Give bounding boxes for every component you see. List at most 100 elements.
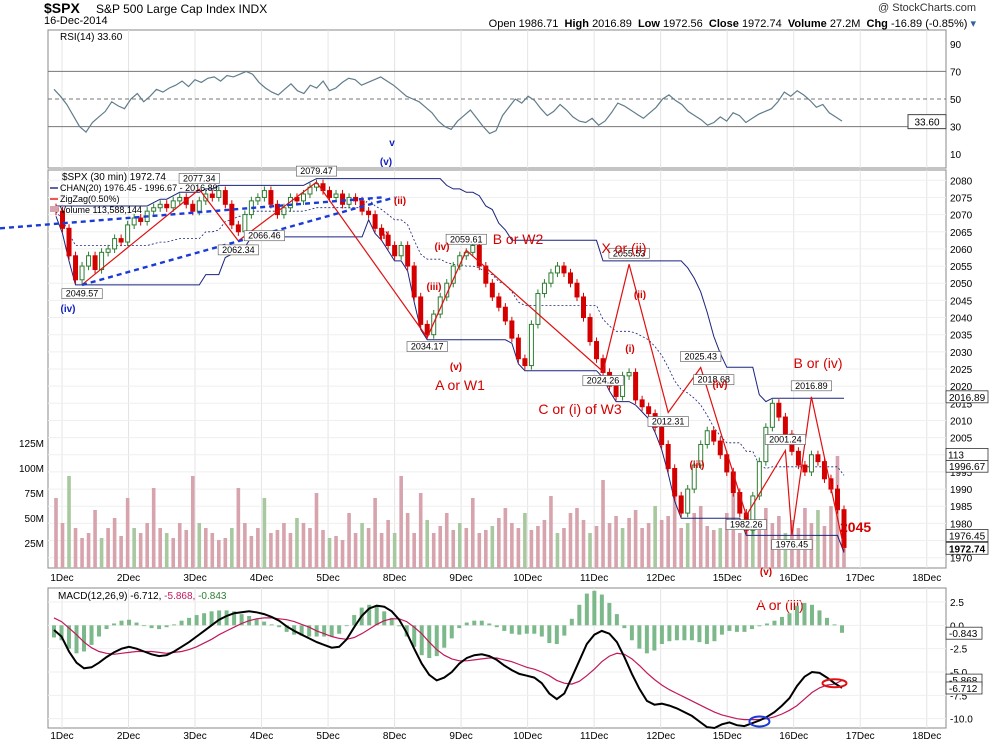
candle-body — [398, 244, 404, 257]
x-tick-label: 11Dec — [580, 573, 608, 584]
macd-histogram-bar — [74, 625, 79, 654]
volume-bar — [679, 528, 683, 568]
volume-bar — [249, 536, 254, 568]
x-tick-label: 2Dec — [117, 573, 140, 584]
macd-legend: MACD(12,26,9) -6.712, -5.868, -0.843 — [58, 591, 227, 602]
volume-bar — [275, 530, 280, 568]
wave-ii-label: (ii) — [394, 196, 406, 207]
chg-label: Chg — [866, 18, 888, 30]
candle-body — [561, 265, 567, 274]
price-y-tick: 2025 — [950, 365, 973, 376]
point-label-box — [243, 230, 285, 242]
macd-legend-hist: -0.843 — [198, 591, 227, 602]
volume-bar — [308, 528, 312, 568]
volume-bar — [490, 526, 495, 568]
wave-ii-label: (ii) — [634, 290, 646, 301]
volume-bar — [145, 523, 149, 568]
blue-v-label: v — [389, 138, 395, 149]
macd-histogram-bar — [59, 625, 64, 641]
candle-body — [73, 255, 79, 281]
macd-histogram-bar — [779, 616, 784, 626]
volume-bar — [256, 528, 260, 568]
x-tick-label: 9Dec — [449, 573, 472, 584]
macd-histogram-bar — [149, 625, 154, 629]
point-label-box — [61, 288, 103, 299]
point-label-box — [406, 341, 448, 352]
macd-histogram-bar — [202, 613, 207, 626]
candle-body — [613, 385, 619, 397]
upper-trendline — [0, 196, 382, 230]
x-tick-label: 5Dec — [316, 573, 339, 584]
volume-bar — [125, 498, 130, 568]
macd-histogram-bar — [254, 618, 259, 626]
macd-histogram-bar — [599, 594, 604, 626]
volume-bar — [223, 538, 228, 568]
candle-body — [717, 440, 723, 456]
volume-bar — [601, 480, 605, 568]
dropdown-icon[interactable]: ▾ — [970, 18, 976, 30]
macd-histogram-bar — [164, 625, 169, 628]
volume-bar — [744, 523, 749, 568]
volume-bar — [73, 528, 78, 568]
candle-body — [587, 317, 593, 343]
close-label: Close — [708, 18, 739, 30]
volume-bar — [685, 523, 690, 568]
candle-body — [92, 255, 98, 271]
macd-y-tick: -10.0 — [950, 715, 973, 726]
macd-histogram-bar — [719, 625, 724, 635]
candle-body — [86, 255, 92, 267]
macd-histogram-bar — [659, 625, 664, 644]
macd-histogram-bar — [697, 625, 702, 643]
point-label-box — [217, 244, 259, 256]
volume-bar — [86, 533, 91, 568]
candle-body — [782, 416, 788, 435]
macd-histogram-bar — [629, 625, 634, 641]
candle-body — [574, 282, 580, 298]
volume-bar — [562, 528, 566, 568]
volume-bar — [497, 518, 501, 568]
x-tick-label: 8Dec — [383, 731, 406, 742]
point-label: 2016.89 — [795, 381, 828, 391]
macd-histogram-bar — [502, 625, 507, 631]
rsi-last-value: 33.60 — [914, 118, 939, 129]
brand[interactable]: @ StockCharts.com — [878, 2, 976, 14]
volume-bar — [438, 526, 443, 568]
price-y-tick: 2055 — [950, 262, 973, 273]
candle-body — [750, 495, 756, 531]
macd-histogram-bar — [67, 625, 72, 649]
volume-bar — [568, 513, 573, 568]
price-y-tick: 2015 — [950, 399, 973, 410]
macd-blue-ellipse — [748, 715, 771, 728]
candle-body — [470, 244, 476, 253]
volume-bar — [594, 526, 599, 568]
macd-histogram-bar — [389, 617, 394, 626]
wave-iv-label: (iv) — [713, 380, 728, 391]
macd-red-ellipse — [821, 678, 848, 689]
candle-body — [502, 306, 508, 322]
candle-body — [242, 214, 248, 233]
volume-swatch — [50, 206, 58, 212]
volume-last-label: 113 — [948, 450, 964, 461]
macd-right-label: -0.843 — [949, 629, 978, 640]
macd-histogram-bar — [479, 620, 484, 626]
candle-body — [209, 193, 215, 198]
candle-body — [340, 193, 346, 205]
x-tick-label: 1Dec — [50, 731, 73, 742]
volume-label: Volume — [787, 18, 827, 30]
x-tick-label: 15Dec — [713, 731, 742, 742]
macd-y-tick: -7.5 — [950, 691, 968, 702]
volume-bar — [262, 498, 267, 568]
price-y-tick: 2080 — [950, 176, 973, 187]
point-label-box — [680, 351, 722, 362]
candle-body — [418, 296, 424, 325]
macd-histogram-bar — [584, 593, 589, 626]
point-label: 2012.31 — [652, 417, 685, 427]
macd-histogram-bar — [794, 605, 799, 626]
macd-histogram-bar — [284, 625, 289, 632]
macd-histogram-bar — [209, 611, 214, 626]
volume-bar — [724, 513, 729, 568]
volume-bar — [523, 513, 527, 568]
price-y-tick: 2035 — [950, 331, 973, 342]
macd-histogram-bar — [554, 625, 559, 644]
wave-iii-label: (iii) — [427, 282, 442, 293]
